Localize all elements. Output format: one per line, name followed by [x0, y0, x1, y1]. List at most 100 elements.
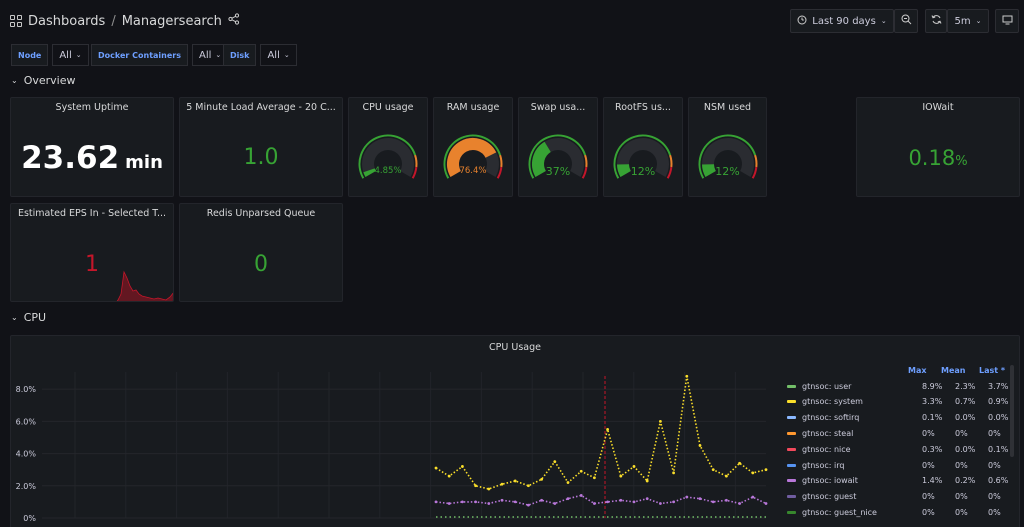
chevron-down-icon: ⌄	[283, 51, 290, 59]
data-point	[672, 500, 675, 504]
y-tick-label: 0%	[23, 514, 36, 523]
legend-header-mean[interactable]: Mean	[941, 366, 966, 375]
variable-select-disk[interactable]: All ⌄	[260, 44, 297, 66]
chevron-down-icon: ⌄	[11, 76, 18, 85]
data-point	[447, 502, 451, 505]
legend-series-name: gtnsoc: irq	[802, 460, 845, 470]
legend-item[interactable]: gtnsoc: guest 0% 0% 0%	[787, 491, 1021, 503]
data-point	[566, 497, 570, 501]
data-point	[593, 502, 596, 505]
legend-item[interactable]: gtnsoc: steal 0% 0% 0%	[787, 427, 1021, 439]
data-point	[553, 460, 557, 464]
legend-max: 0%	[922, 507, 935, 517]
data-point	[513, 479, 517, 483]
gauge-threshold-band	[613, 134, 672, 179]
share-icon[interactable]	[228, 13, 240, 29]
page-title: Managersearch	[121, 13, 222, 29]
breadcrumb: Dashboards / Managersearch	[10, 11, 240, 31]
panel-iowait[interactable]: IOWait 0.18%	[856, 97, 1020, 197]
dashboards-grid-icon[interactable]	[10, 15, 22, 27]
data-point	[461, 465, 464, 468]
gauge-threshold-band	[411, 166, 418, 179]
legend-item[interactable]: gtnsoc: softirq 0.1% 0.0% 0.0%	[787, 412, 1021, 424]
data-point	[751, 471, 755, 475]
data-point	[513, 500, 517, 504]
variable-select-node[interactable]: All ⌄	[52, 44, 89, 66]
legend-item[interactable]: gtnsoc: nice 0.3% 0.0% 0.1%	[787, 443, 1021, 455]
data-point	[500, 498, 504, 502]
panel-load-average[interactable]: 5 Minute Load Average - 20 C... 1.0	[179, 97, 343, 197]
legend-last: 0%	[988, 492, 1001, 502]
gauge-fill	[701, 163, 716, 177]
gauge-fill	[447, 138, 497, 177]
legend-item[interactable]: gtnsoc: iowait 1.4% 0.2% 0.6%	[787, 475, 1021, 487]
legend-item[interactable]: gtnsoc: irq 0% 0% 0%	[787, 459, 1021, 471]
data-point	[645, 479, 649, 483]
legend-max: 0%	[922, 428, 935, 438]
gauge-threshold-band	[358, 134, 417, 179]
chevron-down-icon: ⌄	[215, 51, 222, 59]
panel-redis-queue[interactable]: Redis Unparsed Queue 0	[179, 203, 343, 302]
variable-value: All	[267, 49, 280, 61]
variable-value: All	[59, 49, 72, 61]
variable-select-docker[interactable]: All ⌄	[192, 44, 229, 66]
panel-system-uptime[interactable]: System Uptime 23.62 min	[10, 97, 174, 197]
gauge-value: 12%	[630, 165, 656, 178]
legend-max: 0.3%	[922, 444, 943, 454]
legend-scrollbar[interactable]	[1010, 365, 1014, 457]
refresh-interval-picker[interactable]: 5m ⌄	[947, 9, 989, 33]
legend-series-name: gtnsoc: nice	[802, 444, 851, 454]
gauge-threshold-band	[499, 154, 503, 168]
row-overview[interactable]: ⌄ Overview	[11, 74, 76, 87]
panel-gauge-swap[interactable]: Swap usa... 37%	[518, 97, 598, 197]
breadcrumb-root[interactable]: Dashboards	[28, 13, 106, 29]
data-point	[645, 497, 649, 501]
data-point	[738, 461, 741, 465]
tv-mode-button[interactable]	[995, 9, 1019, 33]
gauge-threshold-band	[753, 154, 757, 168]
panel-gauge-ram[interactable]: RAM usage 76.4%	[433, 97, 513, 197]
data-point	[751, 495, 755, 499]
legend-series-name: gtnsoc: iowait	[802, 476, 858, 486]
legend-header-max[interactable]: Max	[908, 366, 927, 375]
data-point	[659, 419, 662, 423]
legend-item[interactable]: gtnsoc: guest_nice 0% 0% 0%	[787, 506, 1021, 518]
stat-value: 1	[85, 252, 99, 277]
time-range-picker[interactable]: Last 90 days ⌄	[790, 9, 894, 33]
stat-value: 1.0	[243, 145, 279, 170]
data-point	[685, 495, 689, 499]
data-point	[527, 484, 530, 488]
legend-last: 0.1%	[988, 444, 1009, 454]
stat-value: 0.18%	[857, 146, 1019, 170]
legend-max: 1.4%	[922, 476, 943, 486]
data-point	[579, 469, 583, 473]
legend-item[interactable]: gtnsoc: system 3.3% 0.7% 0.9%	[787, 396, 1021, 408]
y-tick-label: 8.0%	[16, 385, 37, 394]
panel-gauge-rootfs[interactable]: RootFS us... 12%	[603, 97, 683, 197]
legend-mean: 0.0%	[955, 413, 976, 423]
legend-mean: 0%	[955, 492, 968, 502]
data-point	[434, 466, 438, 470]
gauge	[613, 134, 673, 179]
panel-estimated-eps[interactable]: Estimated EPS In - Selected T... 1	[10, 203, 174, 302]
zoom-out-button[interactable]	[894, 9, 918, 33]
data-point	[764, 468, 768, 472]
row-cpu[interactable]: ⌄ CPU	[11, 311, 46, 324]
stat-unit: min	[125, 152, 163, 173]
legend-header-last[interactable]: Last *	[979, 366, 1006, 375]
row-title: Overview	[23, 74, 76, 87]
data-point	[566, 481, 570, 484]
variable-label: Node	[11, 44, 49, 66]
y-tick-label: 4.0%	[16, 450, 37, 459]
panel-gauge-nsm[interactable]: NSM used 12%	[688, 97, 767, 197]
panel-cpu-usage[interactable]: CPU Usage	[10, 335, 1020, 527]
legend-item[interactable]: gtnsoc: user 8.9% 2.3% 3.7%	[787, 380, 1021, 392]
data-point	[659, 502, 662, 505]
refresh-button[interactable]	[925, 9, 947, 33]
chevron-down-icon: ⌄	[75, 51, 82, 59]
data-point	[527, 503, 530, 507]
stat-unit: %	[955, 154, 968, 169]
series-line	[435, 376, 767, 490]
variable-label: Disk	[223, 44, 257, 66]
panel-gauge-cpu[interactable]: CPU usage 4.85%	[348, 97, 428, 197]
